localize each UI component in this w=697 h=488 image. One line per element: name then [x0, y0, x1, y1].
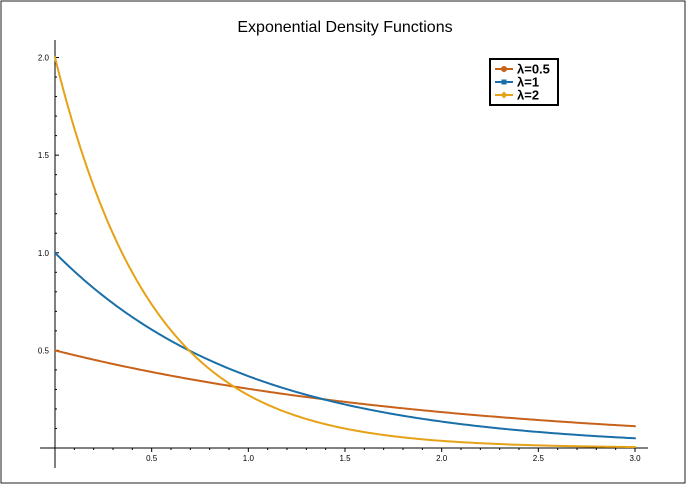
- x-tick-label: 1.0: [243, 454, 255, 463]
- x-tick-label: 2.5: [533, 454, 545, 463]
- series-layer: [54, 56, 636, 449]
- y-tick-label: 1.5: [38, 151, 50, 160]
- x-tick-label: 3.0: [629, 454, 641, 463]
- x-tick-label: 1.5: [339, 454, 351, 463]
- y-tick-label: 0.5: [38, 346, 50, 355]
- legend-marker-circle: [501, 66, 507, 72]
- legend-marker-square: [501, 79, 507, 85]
- legend: λ=0.5λ=1λ=2: [489, 58, 559, 106]
- series-line-2: [54, 251, 636, 440]
- x-tick-label: 0.5: [146, 454, 158, 463]
- legend-label: λ=0.5: [517, 62, 550, 77]
- series-line-3: [54, 56, 636, 449]
- legend-box: [489, 58, 559, 106]
- chart-title: Exponential Density Functions: [237, 19, 452, 36]
- y-tick-label: 1.0: [38, 249, 50, 258]
- legend-label: λ=2: [517, 88, 539, 103]
- y-tick-label: 2.0: [38, 54, 50, 63]
- axes: 0.5 1.0 1.5 2.0 2.5 3.0 0.5 1.0 1.5 2.0: [38, 40, 648, 468]
- legend-marker-diamond: [500, 91, 508, 99]
- x-tick-label: 2.0: [436, 454, 448, 463]
- chart-frame: [0, 0, 686, 484]
- legend-label: λ=1: [517, 75, 539, 90]
- series-line-1: [54, 349, 636, 428]
